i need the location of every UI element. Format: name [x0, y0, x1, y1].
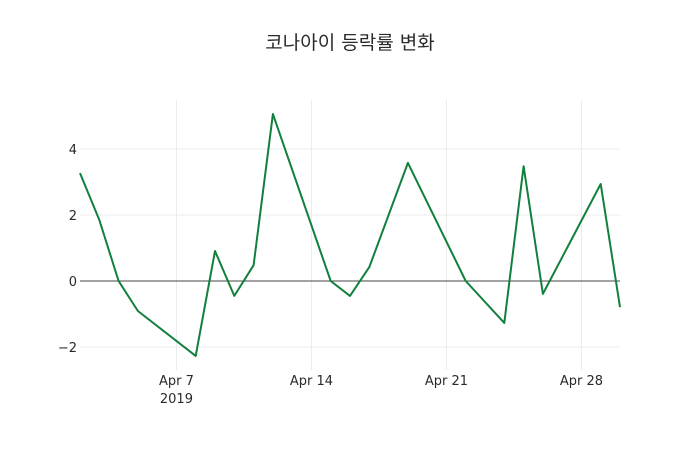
- y-tick-label: 2: [69, 209, 77, 224]
- x-tick-label: Apr 21: [425, 374, 468, 389]
- y-tick-label: −2: [58, 341, 77, 356]
- series-line: [79, 113, 621, 357]
- x-tick-label: Apr 28: [560, 374, 603, 389]
- x-tick-label: Apr 14: [290, 374, 333, 389]
- chart-title: 코나아이 등락률 변화: [265, 32, 434, 54]
- y-tick-label: 4: [69, 143, 77, 158]
- y-tick-label: 0: [69, 275, 77, 290]
- x-tick-label: Apr 7: [159, 374, 194, 389]
- x-tick-year-label: 2019: [160, 392, 193, 407]
